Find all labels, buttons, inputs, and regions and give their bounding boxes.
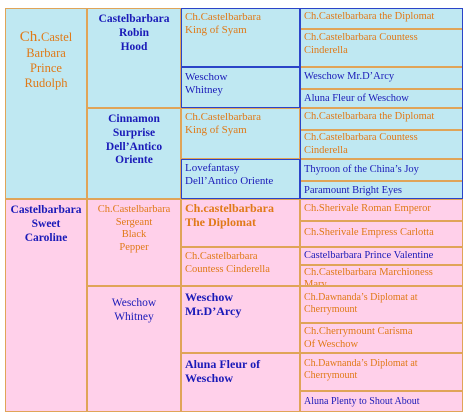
sire-sire-cell: Castelbarbara Robin Hood [87,8,181,108]
gen4-cell-12: Ch.Castelbarbara Marchioness Mary [300,265,463,286]
gen4-name-6: Ch.Castelbarbara Countess Cinderella [304,132,418,156]
gen4-cell-7: Thyroon of the China’s Joy [300,159,463,181]
gen3-name-4: Lovefantasy Dell’Antico Oriente [185,162,274,188]
gen4-name-11: Castelbarbara Prince Valentine [304,250,434,261]
dam-dam-name: Weschow Whitney [111,297,157,323]
gen4-name-8: Paramount Bright Eyes [304,185,402,196]
gen4-cell-13: Ch.Dawnanda’s Diplomat at Cherrymount [300,286,463,323]
gen4-cell-4: Aluna Fleur of Weschow [300,89,463,108]
sire-name-text: Castel Barbara Prince Rudolph [24,30,73,90]
gen3-cell-8: Aluna Fleur of Weschow [181,353,300,412]
gen4-cell-8: Paramount Bright Eyes [300,181,463,199]
gen3-cell-2: Weschow Whitney [181,67,300,108]
pedigree-table: Ch.Castel Barbara Prince Rudolph Castelb… [5,8,463,412]
gen4-name-5: Ch.Castelbarbara the Diplomat [304,111,435,122]
gen4-name-9: Ch.Sherivale Roman Emperor [304,203,431,214]
gen4-name-7: Thyroon of the China’s Joy [304,164,419,175]
gen3-cell-7: Weschow Mr.D’Arcy [181,286,300,353]
gen3-cell-4: Lovefantasy Dell’Antico Oriente [181,159,300,199]
gen3-cell-6: Ch.Castelbarbara Countess Cinderella [181,247,300,286]
gen4-name-1: Ch.Castelbarbara the Diplomat [304,11,435,22]
gen4-cell-15: Ch.Dawnanda’s Diplomat at Cherrymount [300,353,463,391]
dam-cell: Castelbarbara Sweet Caroline [5,199,87,412]
gen4-name-14: Ch.Cherrymount Carisma Of Weschow [304,326,413,350]
gen3-name-2: Weschow Whitney [185,71,228,97]
gen3-cell-5: Ch.castelbarbara The Diplomat [181,199,300,247]
gen3-name-3: Ch.Castelbarbara King of Syam [185,111,262,137]
gen4-cell-5: Ch.Castelbarbara the Diplomat [300,108,463,130]
gen4-cell-11: Castelbarbara Prince Valentine [300,247,463,265]
gen4-name-4: Aluna Fleur of Weschow [304,93,409,104]
gen3-name-1: Ch.Castelbarbara King of Syam [185,11,262,37]
sire-dam-name: Cinnamon Surprise Dell’Antico Oriente [105,113,163,167]
gen4-name-16: Aluna Plenty to Shout About [304,396,420,407]
gen3-cell-3: Ch.Castelbarbara King of Syam [181,108,300,159]
gen3-cell-1: Ch.Castelbarbara King of Syam [181,8,300,67]
gen4-cell-9: Ch.Sherivale Roman Emperor [300,199,463,221]
sire-cell: Ch.Castel Barbara Prince Rudolph [5,8,87,199]
gen4-cell-14: Ch.Cherrymount Carisma Of Weschow [300,323,463,353]
gen4-cell-3: Weschow Mr.D’Arcy [300,67,463,89]
sire-prefix: Ch. [19,29,41,45]
gen3-name-8: Aluna Fleur of Weschow [185,357,261,386]
gen3-name-5: Ch.castelbarbara The Diplomat [185,201,274,230]
sire-name: Ch.Castel Barbara Prince Rudolph [9,13,83,91]
gen4-cell-1: Ch.Castelbarbara the Diplomat [300,8,463,29]
dam-sire-name: Ch.Castelbarbara Sergeant Black Pepper [97,204,171,253]
sire-dam-cell: Cinnamon Surprise Dell’Antico Oriente [87,108,181,199]
gen4-name-12: Ch.Castelbarbara Marchioness Mary [304,267,433,286]
gen4-cell-2: Ch.Castelbarbara Countess Cinderella [300,29,463,67]
gen4-cell-6: Ch.Castelbarbara Countess Cinderella [300,130,463,159]
dam-sire-cell: Ch.Castelbarbara Sergeant Black Pepper [87,199,181,286]
gen4-name-15: Ch.Dawnanda’s Diplomat at Cherrymount [304,358,418,381]
gen4-name-2: Ch.Castelbarbara Countess Cinderella [304,32,418,56]
gen4-name-3: Weschow Mr.D’Arcy [304,71,395,82]
gen4-cell-16: Aluna Plenty to Shout About [300,391,463,412]
gen3-name-7: Weschow Mr.D’Arcy [185,290,242,319]
gen3-name-6: Ch.Castelbarbara Countess Cinderella [185,251,270,275]
dam-name: Castelbarbara Sweet Caroline [10,204,82,244]
sire-sire-name: Castelbarbara Robin Hood [98,13,170,53]
gen4-cell-10: Ch.Sherivale Empress Carlotta [300,221,463,247]
gen4-name-10: Ch.Sherivale Empress Carlotta [304,227,434,238]
dam-dam-cell: Weschow Whitney [87,286,181,412]
gen4-name-13: Ch.Dawnanda’s Diplomat at Cherrymount [304,292,418,315]
